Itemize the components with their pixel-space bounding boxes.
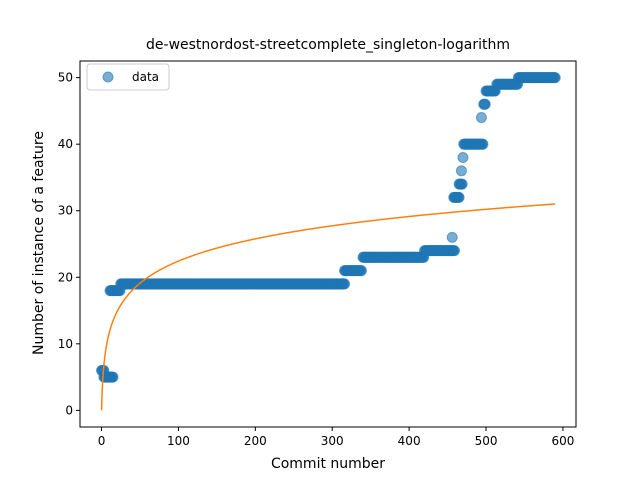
data-point: [457, 151, 469, 163]
x-tick-label: 100: [167, 434, 190, 448]
data-point: [339, 278, 351, 290]
x-axis-title: Commit number: [271, 456, 385, 472]
data-point: [449, 245, 460, 257]
chart-title: de-westnordost-streetcomplete_singleton-…: [146, 37, 510, 53]
data-point: [453, 191, 465, 203]
y-tick-label: 30: [58, 204, 73, 218]
data-points: [96, 72, 561, 383]
axes-frame: [79, 60, 577, 428]
data-point: [446, 231, 458, 243]
x-tick-label: 300: [321, 434, 344, 448]
data-point: [479, 98, 491, 110]
data-point: [456, 178, 468, 190]
x-tick-label: 200: [244, 434, 267, 448]
plot-area: [96, 72, 561, 411]
x-tick-label: 400: [398, 434, 421, 448]
data-point: [355, 265, 367, 277]
legend-frame: [86, 63, 170, 91]
y-axis-title: Number of instance of a feature: [31, 131, 47, 355]
y-tick-label: 40: [58, 137, 73, 151]
data-point: [549, 72, 561, 84]
x-tick-label: 600: [551, 434, 574, 448]
legend: data: [86, 63, 170, 91]
fit-curve: [100, 203, 556, 411]
y-tick-label: 10: [58, 337, 73, 351]
x-tick-label: 500: [475, 434, 498, 448]
legend-label-data: data: [132, 70, 159, 84]
data-point: [477, 138, 489, 150]
y-tick-label: 0: [65, 403, 73, 417]
data-point: [107, 371, 119, 383]
x-tick-label: 0: [98, 434, 106, 448]
y-tick-label: 50: [58, 71, 73, 85]
y-tick-label: 20: [58, 270, 73, 284]
legend-marker-data: [102, 71, 114, 83]
data-point: [475, 112, 487, 124]
data-point: [455, 165, 467, 177]
axes: 0 100 200 300 400 500 600 0 10 20 30 40 50: [58, 60, 577, 448]
